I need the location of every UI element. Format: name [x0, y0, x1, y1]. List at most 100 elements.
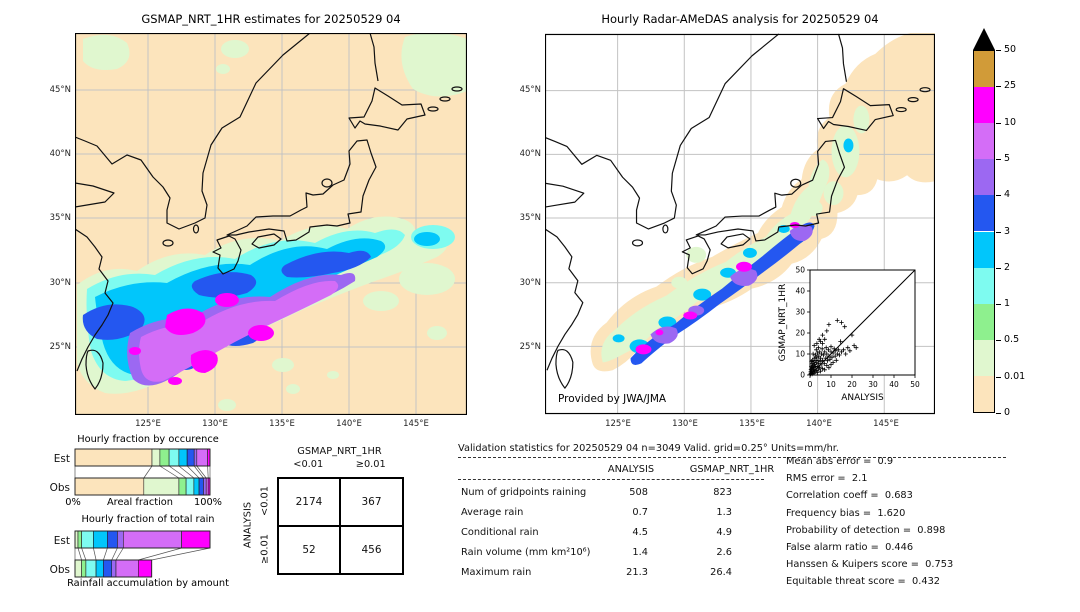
contingency-row-title: ANALYSIS [242, 501, 254, 549]
bar-connector-line [159, 465, 180, 479]
colorbar-tick-label: 2 [1004, 261, 1011, 273]
colorbar-tick-label: 10 [1004, 116, 1017, 128]
colorbar-segment [974, 159, 994, 196]
col-label: <0.01 [293, 459, 324, 470]
validation-stats-table: Validation statistics for 20250529 04 n=… [455, 440, 1015, 600]
bar-connector-line [111, 547, 118, 561]
bar-connector-line [103, 547, 108, 561]
colorbar-tick-label: 25 [1004, 80, 1017, 92]
svg-text:50: 50 [795, 266, 805, 275]
est-bar-segment [117, 530, 124, 549]
lat-tick-label: 30°N [49, 278, 71, 288]
colorbar-segment [974, 303, 994, 340]
est-bar-segment [93, 530, 108, 549]
validation-value-analysis: 4.5 [632, 527, 648, 538]
scatter-inset-plot: 00 10 10 20 20 30 30 40 40 50 50 ANALYSIS GSMAP_NRT_… [778, 266, 920, 404]
validation-row-label: Num of gridpoints raining [461, 487, 587, 498]
contingency-table: GSMAP_NRT_1HR <0.01 ≥0.01 ANALYSIS <0.01… [238, 438, 413, 588]
score-row: Mean abs error = 0.9 [786, 456, 894, 467]
axis-max-label: 100% [193, 497, 222, 508]
lon-tick-label: 140°E [336, 419, 362, 429]
contingency-col-labels: <0.01 ≥0.01 [277, 459, 402, 470]
gsmap-map-panel: 45°N 40°N 35°N 30°N 25°N 125°E 130°E 135°E 140°E… [50, 33, 467, 429]
score-row: Correlation coeff = 0.683 [786, 490, 913, 502]
svg-text:30: 30 [795, 308, 805, 317]
totalrain-chart: Est Obs [50, 530, 211, 578]
row-label: ≥0.01 [259, 533, 271, 565]
colorbar-segment [974, 195, 994, 232]
obs-bar-segment [143, 477, 180, 496]
scatter-xlabel: ANALYSIS [841, 393, 884, 403]
colorbar-segment [974, 267, 994, 304]
lon-tick-label: 130°E [202, 419, 228, 429]
lon-tick-label: 125°E [135, 419, 161, 429]
bar-connector-line [93, 547, 97, 561]
obs-bar-segment [198, 477, 204, 496]
lat-tick-label: 35°N [519, 213, 541, 223]
svg-text:10: 10 [826, 380, 836, 389]
gsmap-map-image [75, 33, 467, 415]
score-row: Equitable threat score = 0.432 [786, 576, 941, 588]
occurrence-chart: Est Obs [50, 448, 211, 496]
obs-bar-segment [74, 477, 145, 496]
scatter-ylabel: GSMAP_NRT_1HR [778, 284, 788, 362]
radar-precip-field [601, 105, 870, 365]
colorbar-segment [974, 87, 994, 124]
svg-text:10: 10 [795, 350, 805, 359]
validation-value-gsmap: 2.6 [716, 547, 732, 558]
validation-col-header: ANALYSIS [607, 464, 655, 475]
est-bar-segment [196, 448, 208, 467]
colorbar-scale [973, 50, 995, 413]
colorbar-tick [996, 50, 1001, 51]
bar-connector-line [178, 465, 195, 479]
lat-tick-label: 45°N [519, 85, 541, 95]
occurrence-chart-title: Hourly fraction by occurence [77, 434, 219, 445]
validation-col-header: GSMAP_NRT_1HR [689, 464, 775, 475]
svg-text:0: 0 [808, 380, 813, 389]
totalrain-chart-title: Hourly fraction of total rain [81, 514, 215, 525]
est-bar-segment [107, 530, 118, 549]
colorbar-tick [996, 231, 1001, 233]
colorbar-segment [974, 123, 994, 160]
radar-map-panel: Provided by JWA/JMA 0 0 10 10 20 20 30 30 40 40 50… [520, 33, 935, 429]
colorbar-tick [996, 376, 1001, 378]
validation-row-label: Conditional rain [461, 527, 539, 538]
colorbar-tick-label: 0.5 [1004, 334, 1020, 346]
contingency-cell: 52 [278, 526, 340, 574]
colorbar-segment [974, 51, 994, 88]
radar-map-title: Hourly Radar-AMeDAS analysis for 2025052… [601, 12, 879, 26]
svg-text:0: 0 [800, 371, 805, 380]
axis-title: Areal fraction [106, 497, 173, 508]
colorbar-tick [996, 413, 1001, 414]
score-row: Probability of detection = 0.898 [786, 524, 946, 536]
obs-bar-segment [203, 477, 207, 496]
lat-tick-label: 35°N [49, 213, 71, 223]
bar-row-label: Est [54, 453, 70, 465]
bar-connector-line [143, 465, 153, 479]
est-bar-segment [151, 448, 161, 467]
score-row: Frequency bias = 1.620 [786, 507, 906, 519]
colorbar-tick [996, 195, 1001, 197]
validation-value-gsmap: 4.9 [716, 527, 732, 538]
bar-connector-line [186, 465, 200, 479]
obs-bar-segment [74, 559, 82, 578]
lon-tick-label: 135°E [269, 419, 295, 429]
colorbar-tick-label: 1 [1004, 298, 1011, 310]
score-row: RMS error = 2.1 [786, 473, 868, 485]
col-label: ≥0.01 [355, 459, 386, 470]
obs-bar-segment [95, 559, 104, 578]
bar-connector-line [138, 547, 182, 561]
bar-connector-line [77, 547, 82, 561]
lat-tick-label: 40°N [519, 149, 541, 159]
divider [458, 479, 764, 480]
est-bar-segment [178, 448, 188, 467]
contingency-cell: 367 [340, 478, 403, 526]
est-bar-segment [181, 530, 211, 549]
validation-value-analysis: 21.3 [626, 567, 648, 578]
bar-connector-line [151, 547, 211, 561]
gsmap-precip-field [77, 33, 467, 411]
obs-bar-segment [178, 477, 187, 496]
bar-row-label: Obs [50, 564, 70, 576]
obs-bar-segment [115, 559, 139, 578]
